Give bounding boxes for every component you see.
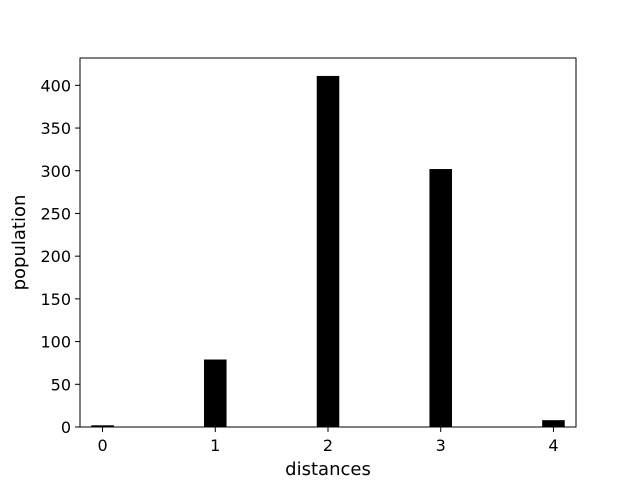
y-tick-label-350: 350 bbox=[40, 119, 71, 138]
x-tick-label-4: 4 bbox=[548, 436, 558, 455]
x-axis-label: distances bbox=[285, 459, 371, 480]
y-tick-label-200: 200 bbox=[40, 247, 71, 266]
y-axis-ticks: 0 50 100 150 200 250 300 350 400 bbox=[40, 76, 80, 437]
x-tick-label-0: 0 bbox=[97, 436, 107, 455]
bar-3 bbox=[429, 169, 452, 428]
x-axis-ticks: 0 1 2 3 4 bbox=[97, 427, 559, 455]
bar-4 bbox=[542, 420, 565, 427]
y-tick-label-400: 400 bbox=[40, 76, 71, 95]
bar-0 bbox=[91, 425, 114, 427]
bar-1 bbox=[204, 359, 227, 427]
x-tick-label-3: 3 bbox=[436, 436, 446, 455]
x-tick-label-1: 1 bbox=[210, 436, 220, 455]
y-tick-label-250: 250 bbox=[40, 204, 71, 223]
y-tick-label-150: 150 bbox=[40, 290, 71, 309]
y-tick-label-50: 50 bbox=[51, 375, 71, 394]
y-tick-label-0: 0 bbox=[61, 418, 71, 437]
y-axis-label: population bbox=[9, 195, 30, 291]
y-tick-label-300: 300 bbox=[40, 162, 71, 181]
bar-2 bbox=[316, 75, 340, 427]
x-tick-label-2: 2 bbox=[323, 436, 333, 455]
bars-group bbox=[91, 75, 565, 428]
y-tick-label-100: 100 bbox=[40, 333, 71, 352]
